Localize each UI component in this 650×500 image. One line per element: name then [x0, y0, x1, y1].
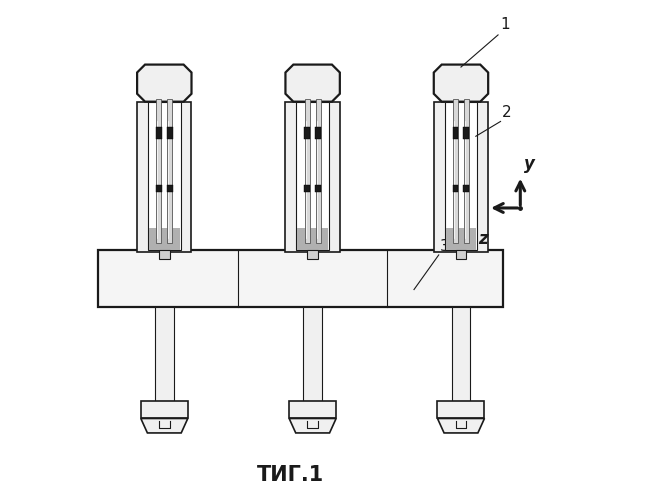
- Text: 2: 2: [502, 106, 512, 120]
- Bar: [452, 185, 458, 192]
- Bar: [463, 185, 469, 192]
- Bar: [155, 307, 174, 401]
- Bar: [305, 99, 309, 242]
- Bar: [446, 228, 476, 250]
- Bar: [434, 102, 488, 252]
- Text: ΤИГ.1: ΤИГ.1: [257, 465, 324, 485]
- Bar: [453, 99, 458, 242]
- Bar: [285, 102, 340, 252]
- Polygon shape: [434, 64, 488, 102]
- Bar: [463, 127, 469, 140]
- Bar: [452, 307, 471, 401]
- Text: z: z: [478, 230, 488, 248]
- Bar: [149, 228, 179, 250]
- Bar: [452, 127, 458, 140]
- Bar: [304, 127, 310, 140]
- Bar: [437, 401, 484, 418]
- Text: 1: 1: [500, 18, 510, 32]
- Bar: [167, 185, 173, 192]
- Bar: [464, 99, 469, 242]
- Bar: [156, 185, 162, 192]
- Bar: [456, 250, 467, 259]
- Bar: [297, 228, 328, 250]
- Bar: [304, 307, 322, 401]
- Polygon shape: [437, 418, 484, 433]
- Polygon shape: [285, 64, 340, 102]
- Polygon shape: [137, 64, 192, 102]
- Bar: [167, 99, 172, 242]
- Bar: [445, 102, 477, 250]
- Bar: [157, 99, 161, 242]
- Bar: [316, 99, 320, 242]
- Bar: [307, 250, 318, 259]
- Bar: [159, 250, 170, 259]
- Bar: [141, 401, 188, 418]
- Bar: [296, 102, 329, 250]
- Bar: [167, 127, 173, 140]
- Bar: [137, 102, 192, 252]
- Bar: [156, 127, 162, 140]
- Text: y: y: [525, 156, 535, 174]
- Bar: [304, 185, 310, 192]
- Bar: [315, 185, 321, 192]
- Polygon shape: [289, 418, 336, 433]
- Bar: [148, 102, 181, 250]
- Bar: [289, 401, 336, 418]
- Bar: [98, 250, 503, 307]
- Polygon shape: [141, 418, 188, 433]
- Text: 3: 3: [440, 239, 450, 254]
- Bar: [315, 127, 321, 140]
